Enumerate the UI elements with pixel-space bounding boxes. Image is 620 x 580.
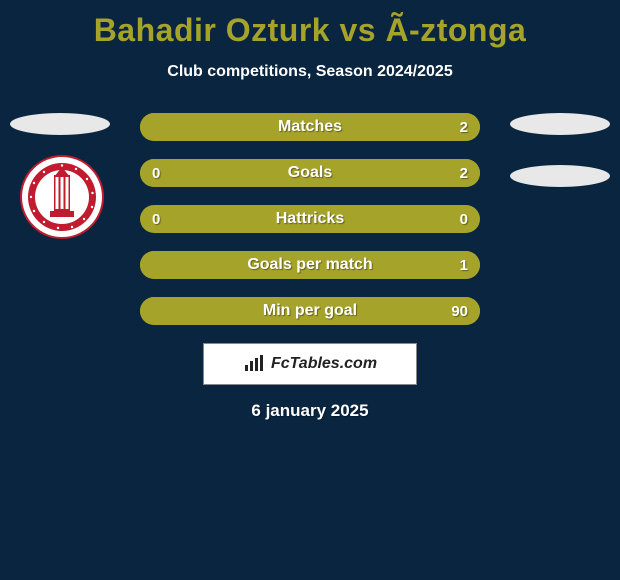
bar-label: Goals xyxy=(140,159,480,187)
bar-value-right: 0 xyxy=(460,205,468,233)
bar-label: Min per goal xyxy=(140,297,480,325)
bar-label: Hattricks xyxy=(140,205,480,233)
bar-chart-icon xyxy=(243,355,265,373)
player-right-badge-1 xyxy=(510,113,610,135)
bar-value-left: 0 xyxy=(152,205,160,233)
bar-value-left: 0 xyxy=(152,159,160,187)
brand-text: FcTables.com xyxy=(271,355,377,373)
bar-label: Matches xyxy=(140,113,480,141)
bar-label: Goals per match xyxy=(140,251,480,279)
bar-row: Matches2 xyxy=(140,113,480,141)
comparison-bars: Matches2Goals02Hattricks00Goals per matc… xyxy=(140,113,480,325)
page-title: Bahadir Ozturk vs Ã-ztonga xyxy=(0,0,620,49)
subtitle: Club competitions, Season 2024/2025 xyxy=(0,63,620,81)
bar-value-right: 1 xyxy=(460,251,468,279)
bar-row: Goals0 2 xyxy=(140,159,480,187)
player-left-badge xyxy=(10,113,110,135)
bar-row: Hattricks0 0 xyxy=(140,205,480,233)
club-logo-left xyxy=(20,155,104,239)
player-right-badge-2 xyxy=(510,165,610,187)
comparison-block: Matches2Goals02Hattricks00Goals per matc… xyxy=(0,113,620,421)
bar-value-right: 2 xyxy=(460,113,468,141)
bar-row: Goals per match1 xyxy=(140,251,480,279)
date-text: 6 january 2025 xyxy=(0,401,620,421)
bar-row: Min per goal90 xyxy=(140,297,480,325)
bar-value-right: 90 xyxy=(451,297,468,325)
brand-box: FcTables.com xyxy=(203,343,417,385)
bar-value-right: 2 xyxy=(460,159,468,187)
